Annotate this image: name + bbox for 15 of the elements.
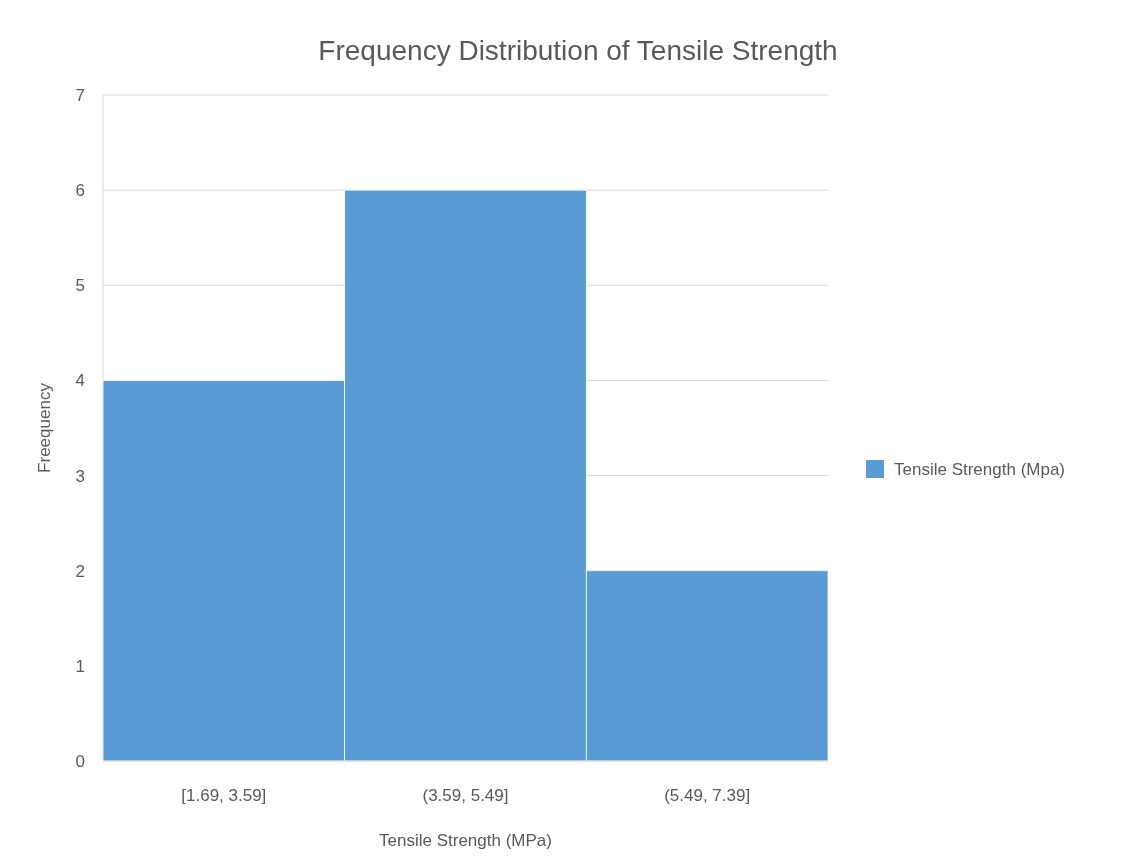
y-tick-label: 0 [75, 751, 85, 771]
y-tick-label: 1 [75, 656, 85, 676]
x-axis-title: Tensile Strength (MPa) [379, 831, 552, 850]
y-tick-label: 3 [75, 466, 85, 486]
x-tick-label: (3.59, 5.49] [422, 786, 509, 805]
y-tick-label: 5 [75, 276, 85, 296]
chart-title: Frequency Distribution of Tensile Strength [318, 35, 838, 66]
y-tick-label: 4 [75, 371, 85, 391]
x-tick-label: (5.49, 7.39] [664, 786, 751, 805]
text: Tensile Strength (Mpa) [894, 459, 1066, 479]
y-tick-label: 2 [75, 561, 85, 581]
y-tick-label: 7 [75, 85, 85, 105]
x-tick-label: [1.69, 3.59] [181, 786, 267, 805]
y-axis-title: Freequency [35, 382, 54, 473]
y-tick-label: 6 [75, 181, 85, 201]
